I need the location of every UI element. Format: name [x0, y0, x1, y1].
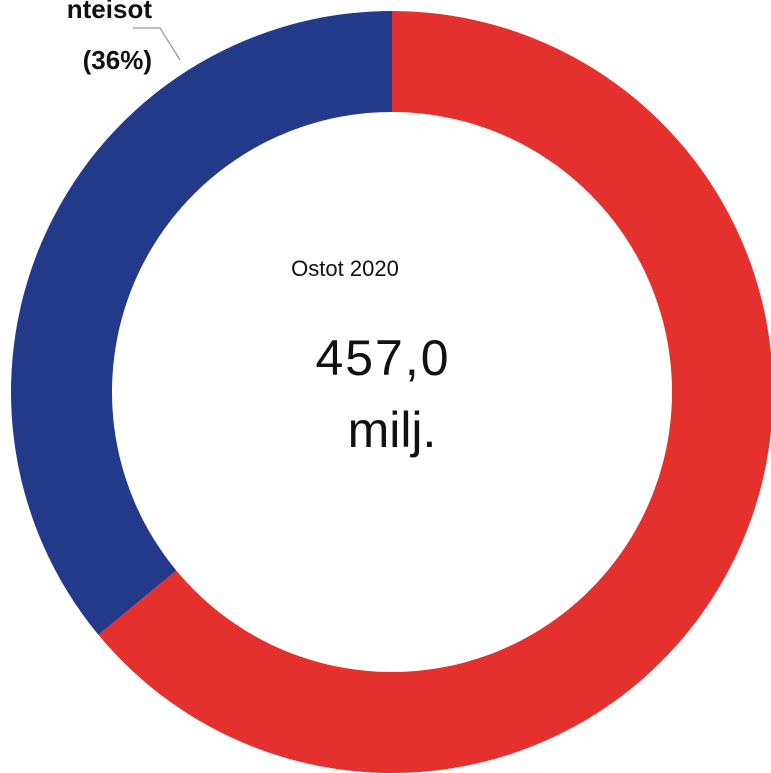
slices: [11, 11, 771, 773]
donut-slice: [98, 11, 771, 773]
slice-value-label: (36%): [83, 45, 152, 75]
center-title: Ostot 2020: [291, 256, 399, 281]
center-unit: milj.: [348, 402, 437, 458]
leader-line: [133, 27, 181, 61]
center-value: 457,0: [315, 330, 450, 386]
slice-label: nteisot: [67, 0, 153, 24]
donut-slice: [11, 11, 392, 635]
